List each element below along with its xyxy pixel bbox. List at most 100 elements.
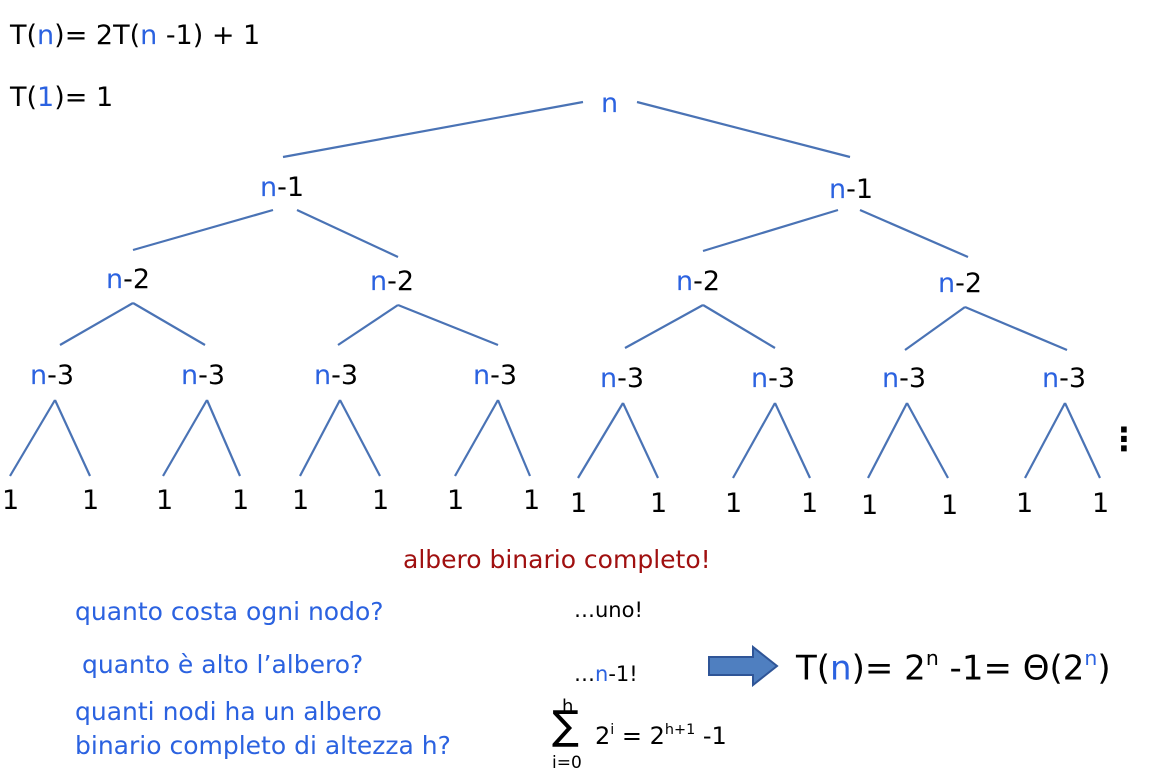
tree-node-level3: n-3	[600, 363, 644, 394]
var-n: n	[106, 264, 124, 295]
right-arrow-icon	[708, 645, 779, 687]
tree-leaf: 1	[232, 485, 250, 516]
tree-node-level2: n-2	[938, 268, 982, 299]
question-nodes-line2: binario completo di altezza h?	[75, 731, 451, 760]
tree-caption: albero binario completo!	[403, 545, 711, 574]
node-suffix: -2	[387, 266, 415, 297]
tree-node-level1: n-1	[829, 174, 873, 205]
edge	[702, 208, 839, 253]
result-theta: -1= Θ(2	[938, 648, 1085, 689]
tree-leaf: 1	[292, 485, 310, 516]
node-suffix: -3	[198, 360, 226, 391]
node-suffix: -2	[693, 266, 721, 297]
node-suffix: -3	[899, 363, 927, 394]
node-suffix: -3	[1059, 363, 1087, 394]
sum-upper-limit: h	[562, 696, 574, 717]
text-t: T(	[796, 648, 831, 689]
tree-node-level2: n-2	[106, 264, 150, 295]
edge	[162, 399, 208, 477]
tree-node-level2: n-2	[370, 266, 414, 297]
question-cost: quanto costa ogni nodo?	[75, 597, 384, 626]
answer-suffix: -1!	[608, 662, 638, 686]
tree-leaf: 1	[523, 485, 541, 516]
edge	[577, 402, 624, 479]
tree-leaf: 1	[2, 485, 20, 516]
var-n: n	[370, 266, 388, 297]
edge	[205, 399, 242, 477]
text-tail: )= 1	[54, 82, 114, 113]
sum-base: 2	[595, 722, 611, 751]
var-n: n	[676, 266, 694, 297]
edge	[299, 399, 341, 477]
var-n: n	[1042, 363, 1060, 394]
tree-leaf: 1	[725, 488, 743, 519]
tree-node-level3: n-3	[473, 360, 517, 391]
sum-exponent: i	[610, 722, 615, 738]
tree-leaf: 1	[650, 488, 668, 519]
tree-leaf: 1	[156, 485, 174, 516]
node-suffix: -3	[617, 363, 645, 394]
edge	[906, 402, 949, 479]
node-suffix: -3	[490, 360, 518, 391]
ellipsis-text: …	[574, 662, 595, 686]
tree-leaf: 1	[941, 490, 959, 521]
base-value: 1	[37, 82, 55, 113]
text-tail: -1) + 1	[157, 20, 261, 51]
question-height: quanto è alto l’albero?	[82, 650, 364, 679]
edge	[132, 208, 274, 252]
result-mid: )= 2	[851, 648, 926, 689]
tree-node-level3: n-3	[751, 363, 795, 394]
var-n: n	[473, 360, 491, 391]
node-suffix: -3	[47, 360, 75, 391]
result-end: )	[1097, 648, 1111, 689]
tree-leaf: 1	[1016, 488, 1034, 519]
tree-node-level3: n-3	[314, 360, 358, 391]
tree-node-level3: n-3	[1042, 363, 1086, 394]
edge	[1024, 402, 1066, 479]
edge	[397, 303, 499, 347]
var-n: n	[37, 20, 55, 51]
edge	[54, 399, 91, 477]
var-n: n	[751, 363, 769, 394]
edge	[132, 302, 206, 346]
var-n: n	[181, 360, 199, 391]
sigma-icon: ∑	[552, 703, 579, 749]
tree-root: n	[601, 88, 619, 119]
var-n: n	[882, 363, 900, 394]
var-n: n	[830, 648, 852, 689]
var-n: n	[829, 174, 847, 205]
tree-leaf: 1	[801, 488, 819, 519]
text-t: T(	[10, 82, 38, 113]
edge	[964, 305, 1068, 352]
tree-leaf: 1	[1092, 488, 1110, 519]
sum-tail: -1	[695, 722, 727, 751]
node-suffix: -3	[331, 360, 359, 391]
node-suffix: -3	[768, 363, 796, 394]
edge	[9, 399, 56, 477]
var-n: n	[938, 268, 956, 299]
result-exponent-2: n	[1084, 646, 1098, 670]
text-t: T(	[10, 20, 38, 51]
tree-node-level3: n-3	[30, 360, 74, 391]
edge	[296, 209, 399, 258]
var-n: n	[260, 172, 278, 203]
node-suffix: -1	[846, 174, 874, 205]
edge	[454, 399, 499, 477]
tree-leaf: 1	[570, 488, 588, 519]
edge	[339, 399, 381, 477]
text-mid: )= 2T(	[54, 20, 141, 51]
answer-height: …n-1!	[574, 662, 638, 686]
edge	[337, 304, 399, 346]
tree-node-level2: n-2	[676, 266, 720, 297]
answer-cost: …uno!	[574, 598, 643, 622]
edge	[774, 402, 811, 479]
recurrence-line-1: T(n)= 2T(n -1) + 1	[10, 20, 260, 51]
edge	[702, 304, 776, 349]
tree-leaf: 1	[447, 485, 465, 516]
recurrence-line-2: T(1)= 1	[10, 82, 113, 113]
tree-node-level1: n-1	[260, 172, 304, 203]
sum-exponent-2: h+1	[664, 722, 696, 738]
node-suffix: -1	[277, 172, 305, 203]
edge	[636, 100, 851, 159]
